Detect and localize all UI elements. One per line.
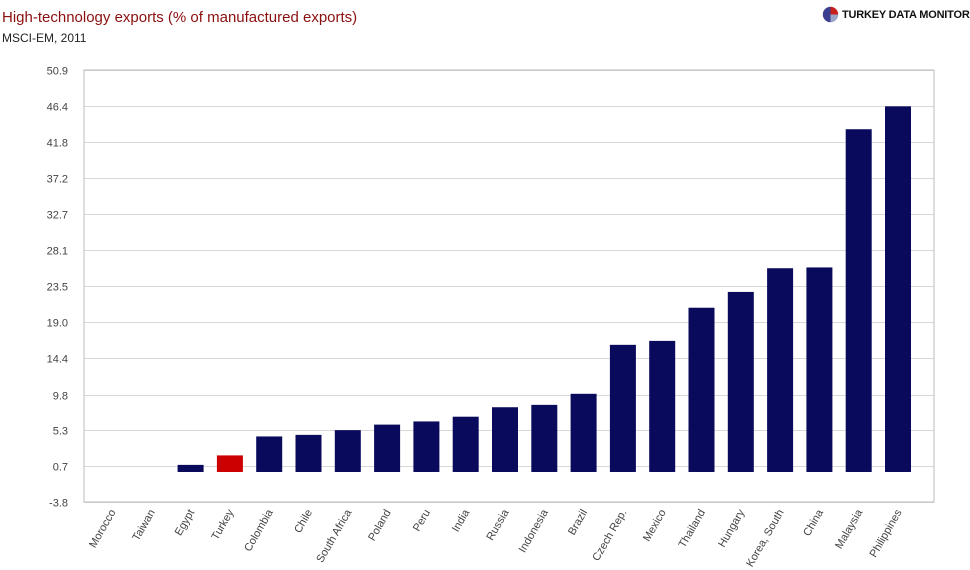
x-tick-label: Turkey xyxy=(209,507,236,542)
bar-mexico xyxy=(649,340,676,472)
bar-egypt xyxy=(177,464,204,472)
bars xyxy=(177,106,911,472)
x-tick-label: Chile xyxy=(292,508,315,536)
x-tick-label: Egypt xyxy=(173,508,197,538)
x-tick-label: Korea, South xyxy=(744,508,787,570)
bar-hungary xyxy=(727,291,754,472)
bar-malaysia xyxy=(845,129,872,472)
chart-title: High-technology exports (% of manufactur… xyxy=(2,9,358,26)
x-tick-label: Poland xyxy=(366,508,394,544)
y-tick-label: 14.4 xyxy=(47,354,68,366)
bar-indonesia xyxy=(531,404,558,472)
y-tick-label: -3.8 xyxy=(49,498,68,510)
x-tick-label: China xyxy=(801,507,826,539)
x-tick-label: Brazil xyxy=(566,508,590,538)
y-tick-label: 37.2 xyxy=(47,174,68,186)
y-tick-label: 46.4 xyxy=(47,102,68,114)
x-axis-labels: Morocco Taiwan Egypt Turkey Colombia Chile Sou… xyxy=(87,507,905,569)
bar-turkey xyxy=(216,455,243,472)
bar-korea-south xyxy=(767,268,794,472)
chart-subtitle: MSCI-EM, 2011 xyxy=(2,31,87,45)
x-tick-label: Hungary xyxy=(716,507,747,549)
bar-philippines xyxy=(885,106,911,472)
bar-india xyxy=(452,416,479,472)
x-tick-label: South Africa xyxy=(314,507,354,565)
x-tick-label: Peru xyxy=(411,508,433,534)
bar-brazil xyxy=(570,393,597,472)
globe-logo-icon xyxy=(822,6,839,23)
bar-china xyxy=(806,267,833,472)
x-tick-label: Morocco xyxy=(87,508,118,551)
bar-colombia xyxy=(256,436,283,472)
x-tick-label: Thailand xyxy=(677,508,708,551)
y-tick-label: 32.7 xyxy=(47,210,68,222)
x-tick-label: Malaysia xyxy=(833,507,866,551)
bar-chile xyxy=(295,434,322,472)
bar-south-africa xyxy=(334,430,361,472)
y-tick-label: 0.7 xyxy=(53,462,68,474)
x-tick-label: Russia xyxy=(484,507,512,543)
y-tick-label: 28.1 xyxy=(47,246,68,258)
x-tick-label: Mexico xyxy=(641,508,669,544)
x-tick-label: Czech Rep. xyxy=(590,508,629,564)
y-tick-label: 41.8 xyxy=(47,138,68,150)
x-tick-label: Colombia xyxy=(242,507,276,554)
y-tick-label: 9.8 xyxy=(53,391,68,403)
plot-frame xyxy=(83,69,935,503)
y-tick-label: 23.5 xyxy=(47,282,68,294)
bar-russia xyxy=(492,407,518,472)
brand-name: TURKEY DATA MONITOR xyxy=(842,8,970,21)
bar-poland xyxy=(374,424,401,472)
bar-czech-rep xyxy=(609,344,636,472)
x-tick-label: Taiwan xyxy=(130,508,158,544)
bar-thailand xyxy=(688,307,715,472)
x-tick-label: Indonesia xyxy=(517,507,552,555)
y-tick-label: 50.9 xyxy=(47,66,68,78)
y-tick-label: 19.0 xyxy=(47,318,68,330)
brand-logo: TURKEY DATA MONITOR xyxy=(822,6,970,23)
bar-peru xyxy=(413,421,440,472)
x-tick-label: India xyxy=(450,507,473,534)
y-axis-ticks: 50.9 46.4 41.8 37.2 32.7 28.1 23.5 19.0 14.4 9.8 5… xyxy=(47,66,68,510)
y-tick-label: 5.3 xyxy=(53,426,68,438)
x-tick-label: Philippines xyxy=(868,507,905,560)
